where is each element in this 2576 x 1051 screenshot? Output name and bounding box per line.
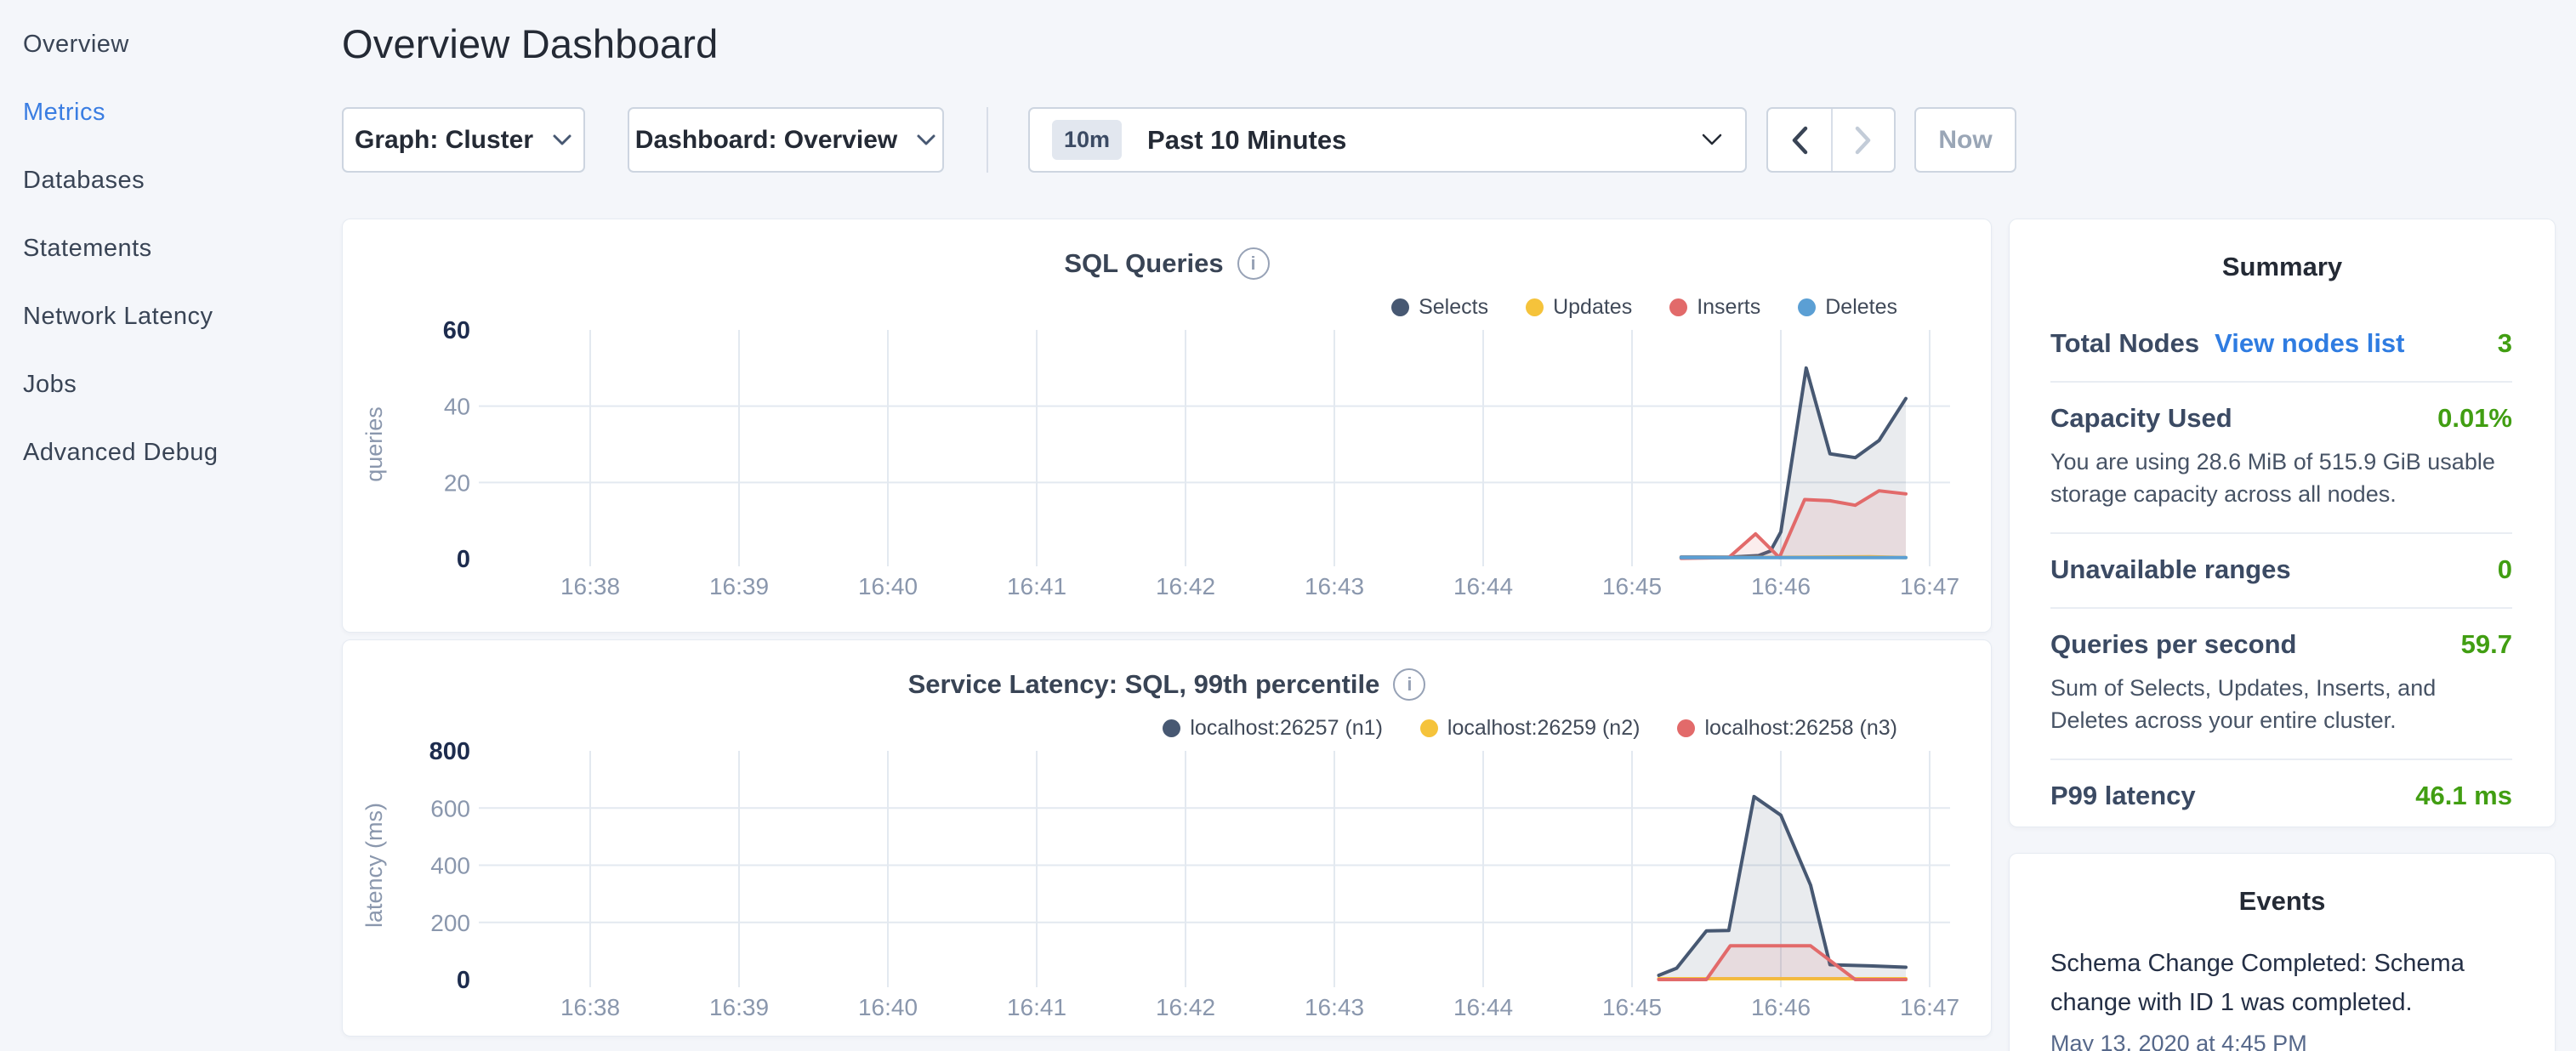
svg-text:16:38: 16:38 <box>560 994 620 1020</box>
time-window-label: Past 10 Minutes <box>1147 125 1682 156</box>
svg-text:16:44: 16:44 <box>1453 994 1513 1020</box>
chevron-down-icon <box>916 134 936 147</box>
events-panel-title: Events <box>2010 854 2555 917</box>
svg-text:16:39: 16:39 <box>709 994 769 1020</box>
dashboard-dropdown[interactable]: Dashboard: Overview <box>628 107 944 173</box>
sql-queries-chart-card: SQL Queries i SelectsUpdatesInsertsDelet… <box>342 219 1992 633</box>
summary-row-queries-per-second: Queries per second 59.7 Sum of Selects, … <box>2050 607 2512 758</box>
svg-text:16:41: 16:41 <box>1007 994 1066 1020</box>
svg-text:16:40: 16:40 <box>858 573 918 599</box>
service-latency-chart-canvas: 16:38 16:39 16:40 16:41 16:42 16:43 16:44 16:45… <box>343 640 1991 1036</box>
sidebar-item-metrics[interactable]: Metrics <box>0 78 323 146</box>
now-button[interactable]: Now <box>1914 107 2016 173</box>
svg-text:200: 200 <box>430 910 470 936</box>
summary-label: Queries per second <box>2050 629 2296 660</box>
svg-text:16:46: 16:46 <box>1751 573 1811 599</box>
svg-text:16:45: 16:45 <box>1602 573 1662 599</box>
summary-label: P99 latency <box>2050 781 2196 811</box>
svg-text:queries: queries <box>361 406 387 482</box>
svg-text:16:41: 16:41 <box>1007 573 1066 599</box>
summary-row-unavailable-ranges: Unavailable ranges 0 <box>2050 532 2512 607</box>
svg-text:400: 400 <box>430 853 470 879</box>
sidebar-item-jobs[interactable]: Jobs <box>0 350 323 418</box>
controls-bar: Graph: Cluster Dashboard: Overview 10m P… <box>342 107 2553 173</box>
svg-text:16:43: 16:43 <box>1305 573 1364 599</box>
summary-panel: Summary Total Nodes View nodes list 3 Ca… <box>2009 219 2556 827</box>
sidebar-item-network-latency[interactable]: Network Latency <box>0 282 323 350</box>
chevron-left-icon <box>1790 126 1809 155</box>
now-button-label: Now <box>1938 126 1992 155</box>
sidebar-item-statements[interactable]: Statements <box>0 214 323 282</box>
svg-text:16:44: 16:44 <box>1453 573 1513 599</box>
summary-label: Total Nodes <box>2050 328 2199 359</box>
svg-text:16:43: 16:43 <box>1305 994 1364 1020</box>
event-message[interactable]: Schema Change Completed: Schema change w… <box>2050 944 2512 1022</box>
dashboard-dropdown-label: Dashboard: Overview <box>635 126 897 155</box>
summary-row-p99-latency: P99 latency 46.1 ms <box>2050 758 2512 833</box>
svg-text:16:45: 16:45 <box>1602 994 1662 1020</box>
time-window-badge: 10m <box>1052 120 1122 160</box>
svg-text:latency (ms): latency (ms) <box>361 803 387 928</box>
summary-description: Sum of Selects, Updates, Inserts, and De… <box>2050 672 2512 736</box>
event-timestamp: May 13, 2020 at 4:45 PM <box>2050 1031 2512 1051</box>
svg-text:800: 800 <box>429 738 470 765</box>
summary-row-total-nodes: Total Nodes View nodes list 3 <box>2050 308 2512 381</box>
svg-text:600: 600 <box>430 795 470 821</box>
summary-label: Capacity Used <box>2050 403 2232 434</box>
summary-label: Unavailable ranges <box>2050 554 2291 585</box>
svg-text:16:42: 16:42 <box>1156 994 1215 1020</box>
graph-scope-dropdown[interactable]: Graph: Cluster <box>342 107 585 173</box>
summary-value: 59.7 <box>2461 629 2512 660</box>
graph-scope-dropdown-label: Graph: Cluster <box>355 126 533 155</box>
summary-row-capacity-used: Capacity Used 0.01% You are using 28.6 M… <box>2050 381 2512 532</box>
svg-text:60: 60 <box>443 317 470 344</box>
svg-text:16:46: 16:46 <box>1751 994 1811 1020</box>
summary-value: 0 <box>2498 554 2512 585</box>
chevron-down-icon <box>552 134 572 147</box>
svg-text:0: 0 <box>457 967 470 994</box>
chevron-down-icon <box>1701 133 1723 147</box>
svg-text:16:47: 16:47 <box>1900 573 1959 599</box>
sidebar-nav: OverviewMetricsDatabasesStatementsNetwor… <box>0 0 323 1051</box>
svg-text:16:38: 16:38 <box>560 573 620 599</box>
chevron-right-icon <box>1854 126 1873 155</box>
page-title: Overview Dashboard <box>342 20 718 67</box>
svg-text:40: 40 <box>444 394 470 420</box>
svg-text:16:42: 16:42 <box>1156 573 1215 599</box>
svg-text:20: 20 <box>444 469 470 496</box>
svg-text:16:40: 16:40 <box>858 994 918 1020</box>
sidebar-item-databases[interactable]: Databases <box>0 146 323 214</box>
summary-description: You are using 28.6 MiB of 515.9 GiB usab… <box>2050 446 2512 510</box>
sidebar-item-advanced-debug[interactable]: Advanced Debug <box>0 418 323 486</box>
sql-queries-chart-canvas: 16:38 16:39 16:40 16:41 16:42 16:43 16:44 16:45… <box>343 219 1991 632</box>
summary-value: 0.01% <box>2437 403 2512 434</box>
summary-panel-title: Summary <box>2010 219 2555 282</box>
service-latency-chart-card: Service Latency: SQL, 99th percentile i … <box>342 639 1992 1037</box>
sidebar-item-overview[interactable]: Overview <box>0 10 323 78</box>
summary-value: 3 <box>2498 328 2512 359</box>
view-nodes-list-link[interactable]: View nodes list <box>2215 328 2404 359</box>
summary-value: 46.1 ms <box>2415 781 2512 811</box>
time-window-selector[interactable]: 10m Past 10 Minutes <box>1028 107 1747 173</box>
controls-divider <box>987 107 988 173</box>
svg-text:16:47: 16:47 <box>1900 994 1959 1020</box>
svg-text:16:39: 16:39 <box>709 573 769 599</box>
time-step-button-group <box>1766 107 1896 173</box>
time-step-forward-button[interactable] <box>1831 109 1894 171</box>
time-step-back-button[interactable] <box>1768 109 1831 171</box>
events-panel: Events Schema Change Completed: Schema c… <box>2009 853 2556 1051</box>
svg-text:0: 0 <box>457 546 470 573</box>
